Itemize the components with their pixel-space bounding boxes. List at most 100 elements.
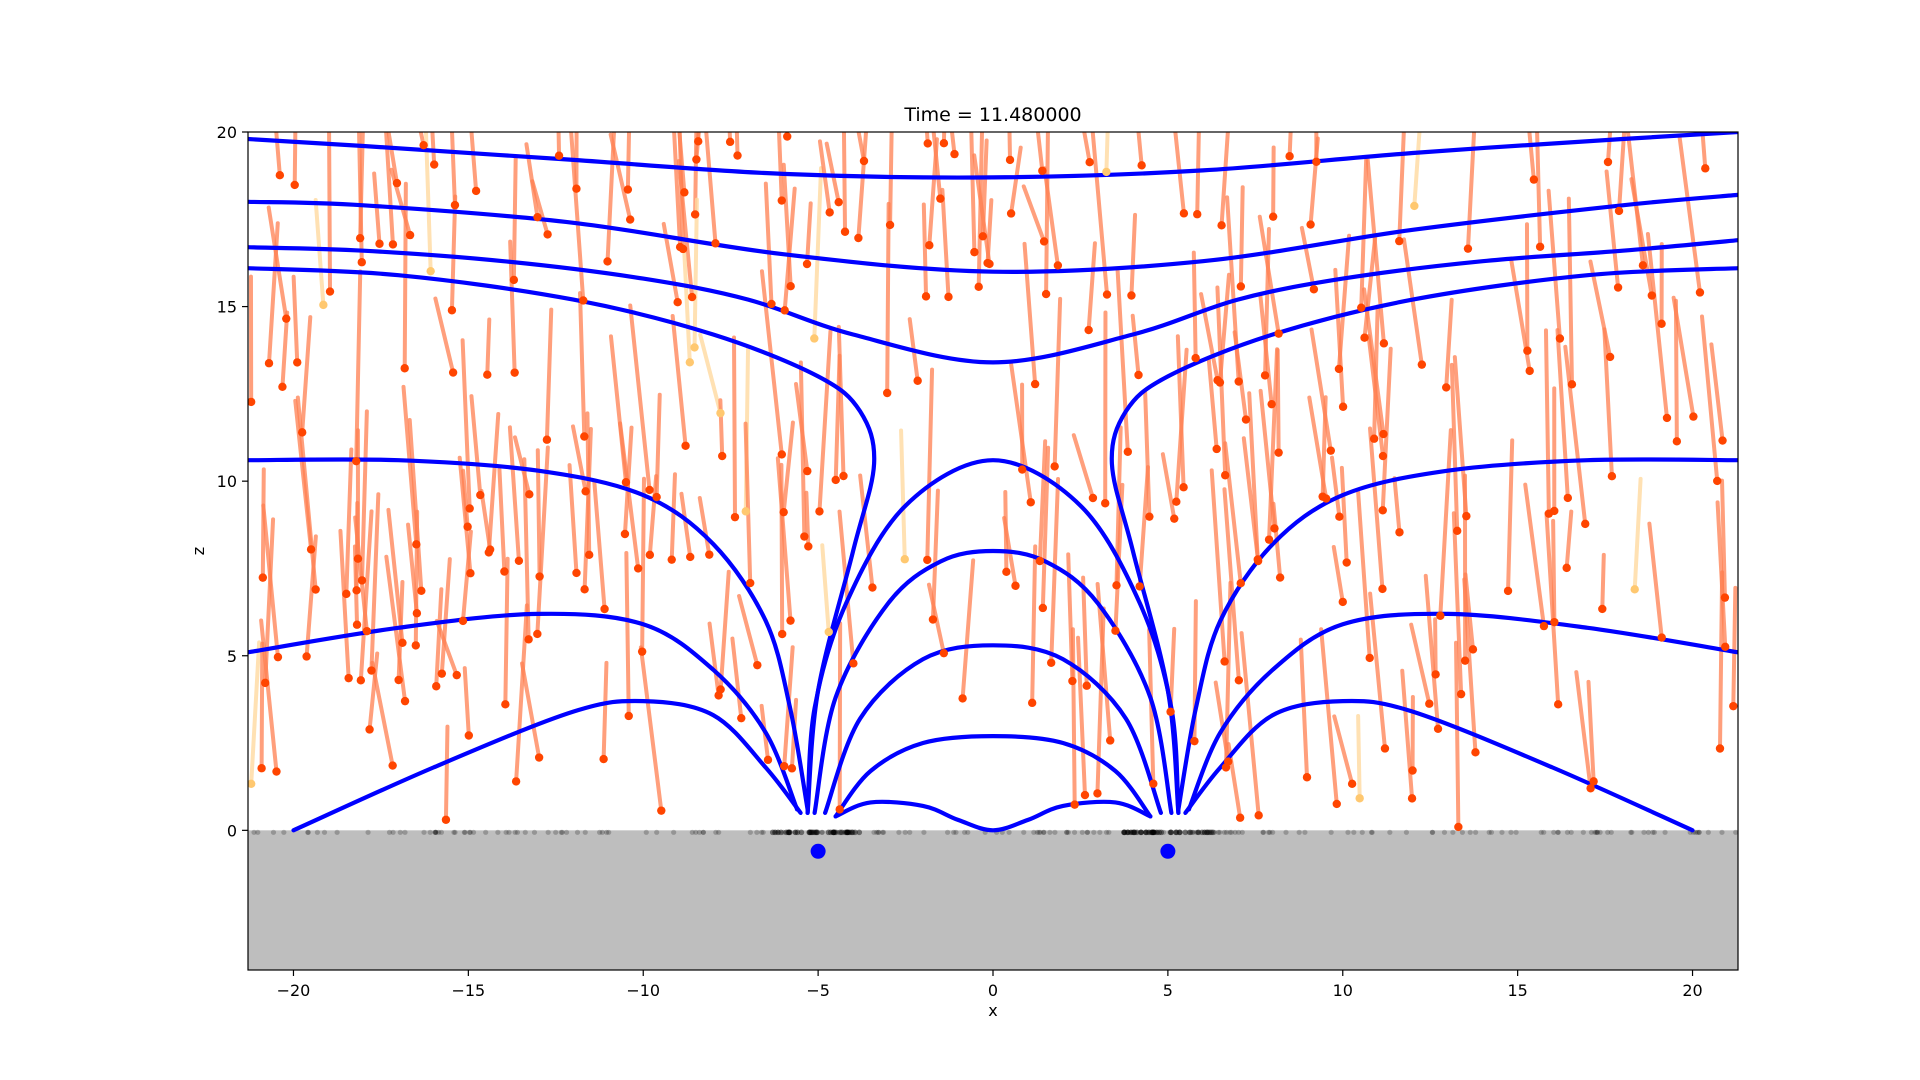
- particle-head: [1002, 567, 1011, 577]
- surface-particle: [1150, 829, 1156, 836]
- surface-particle: [811, 829, 817, 836]
- particle-trail: [486, 411, 501, 555]
- surface-particle: [1150, 829, 1157, 836]
- surface-particle: [1151, 829, 1158, 836]
- surface-particle: [1195, 829, 1202, 836]
- surface-particle: [251, 829, 257, 835]
- surface-particle: [1345, 829, 1351, 835]
- particle-trail: [1645, 231, 1669, 420]
- surface-particle: [1211, 829, 1218, 835]
- particle-head: [1221, 471, 1230, 480]
- particle-trail: [794, 382, 810, 474]
- particle-trail: [960, 558, 976, 701]
- surface-particle: [809, 829, 816, 836]
- surface-particle: [830, 829, 837, 836]
- particle-trail: [654, 392, 662, 500]
- particle-head: [448, 368, 458, 377]
- particle-head: [1234, 676, 1244, 685]
- particle-trail: [1173, 132, 1186, 216]
- particle-trail: [899, 428, 907, 562]
- surface-particle: [495, 829, 501, 835]
- particle-head: [1544, 509, 1554, 518]
- particle-head: [352, 620, 362, 629]
- particle-trail: [624, 550, 631, 718]
- surface-particle: [654, 829, 660, 835]
- particle-head: [824, 627, 833, 637]
- surface-particle: [844, 829, 850, 836]
- particle-head: [1468, 645, 1478, 654]
- surface-particle: [503, 829, 509, 835]
- particle-head: [471, 186, 481, 196]
- particle-head: [1264, 535, 1274, 544]
- particle-trail: [1339, 465, 1349, 565]
- particle-trail: [682, 252, 692, 365]
- particle-trail: [1563, 344, 1588, 526]
- particle-head: [534, 753, 544, 762]
- particle-head: [1630, 585, 1639, 594]
- particle-head: [429, 160, 439, 169]
- particle-head: [767, 299, 776, 309]
- particle-trail: [360, 409, 369, 583]
- surface-particle: [1605, 829, 1611, 835]
- particle-head: [786, 616, 795, 625]
- surface-particle: [1168, 829, 1174, 836]
- surface-particle: [402, 829, 408, 835]
- particle-trail: [1195, 132, 1201, 217]
- particle-trail: [638, 645, 664, 813]
- particle-head: [500, 567, 509, 576]
- particle-trail: [693, 132, 699, 217]
- particle-head: [1190, 736, 1199, 746]
- particle-trail: [759, 269, 784, 457]
- surface-particle: [1705, 829, 1711, 835]
- surface-particle: [421, 829, 427, 835]
- particle-head: [1581, 519, 1590, 529]
- particle-trail: [1331, 544, 1345, 604]
- surface-particle: [842, 829, 849, 836]
- surface-particle: [839, 829, 845, 836]
- plot-area: [248, 132, 1738, 970]
- particle-trail: [779, 462, 785, 637]
- surface-particle: [1628, 829, 1634, 835]
- particle-head: [921, 292, 931, 301]
- particle-head: [1053, 261, 1063, 270]
- surface-particle: [876, 829, 882, 835]
- particle-trail: [259, 641, 265, 771]
- particle-head: [392, 178, 402, 188]
- particle-trail: [1454, 640, 1461, 829]
- particle-head: [1657, 319, 1666, 328]
- surface-particle: [1450, 829, 1456, 835]
- surface-particle: [1052, 829, 1058, 835]
- particle-head: [804, 542, 813, 551]
- surface-particle: [1151, 829, 1158, 835]
- particle-head: [1378, 584, 1387, 594]
- particle-trail: [985, 198, 994, 266]
- particle-head: [1715, 744, 1725, 753]
- surface-particle: [814, 829, 821, 836]
- surface-particle: [812, 829, 819, 836]
- particle-trail: [304, 534, 318, 659]
- particle-head: [1425, 699, 1434, 708]
- particle-head: [533, 212, 542, 222]
- particle-head: [685, 358, 695, 367]
- particle-trail: [817, 329, 833, 514]
- surface-particle: [1551, 829, 1557, 835]
- surface-particle: [1138, 829, 1144, 835]
- particle-head: [1338, 402, 1348, 411]
- particle-trail: [1049, 476, 1061, 665]
- particle-trail: [434, 618, 459, 678]
- particle-head: [1111, 626, 1120, 635]
- surface-particle: [1593, 829, 1599, 835]
- particle-trail: [1143, 388, 1152, 519]
- particle-head: [692, 155, 701, 164]
- particle-trail: [976, 132, 985, 289]
- surface-particle: [1441, 829, 1448, 835]
- particle-head: [1436, 611, 1445, 620]
- particle-head: [645, 550, 655, 560]
- particle-head: [1254, 811, 1263, 820]
- particle-head: [1378, 451, 1388, 461]
- surface-particle: [951, 829, 957, 835]
- field-line: [1176, 457, 1738, 812]
- surface-particle: [1508, 829, 1514, 835]
- surface-particle: [1555, 829, 1561, 835]
- particle-head: [1718, 436, 1727, 445]
